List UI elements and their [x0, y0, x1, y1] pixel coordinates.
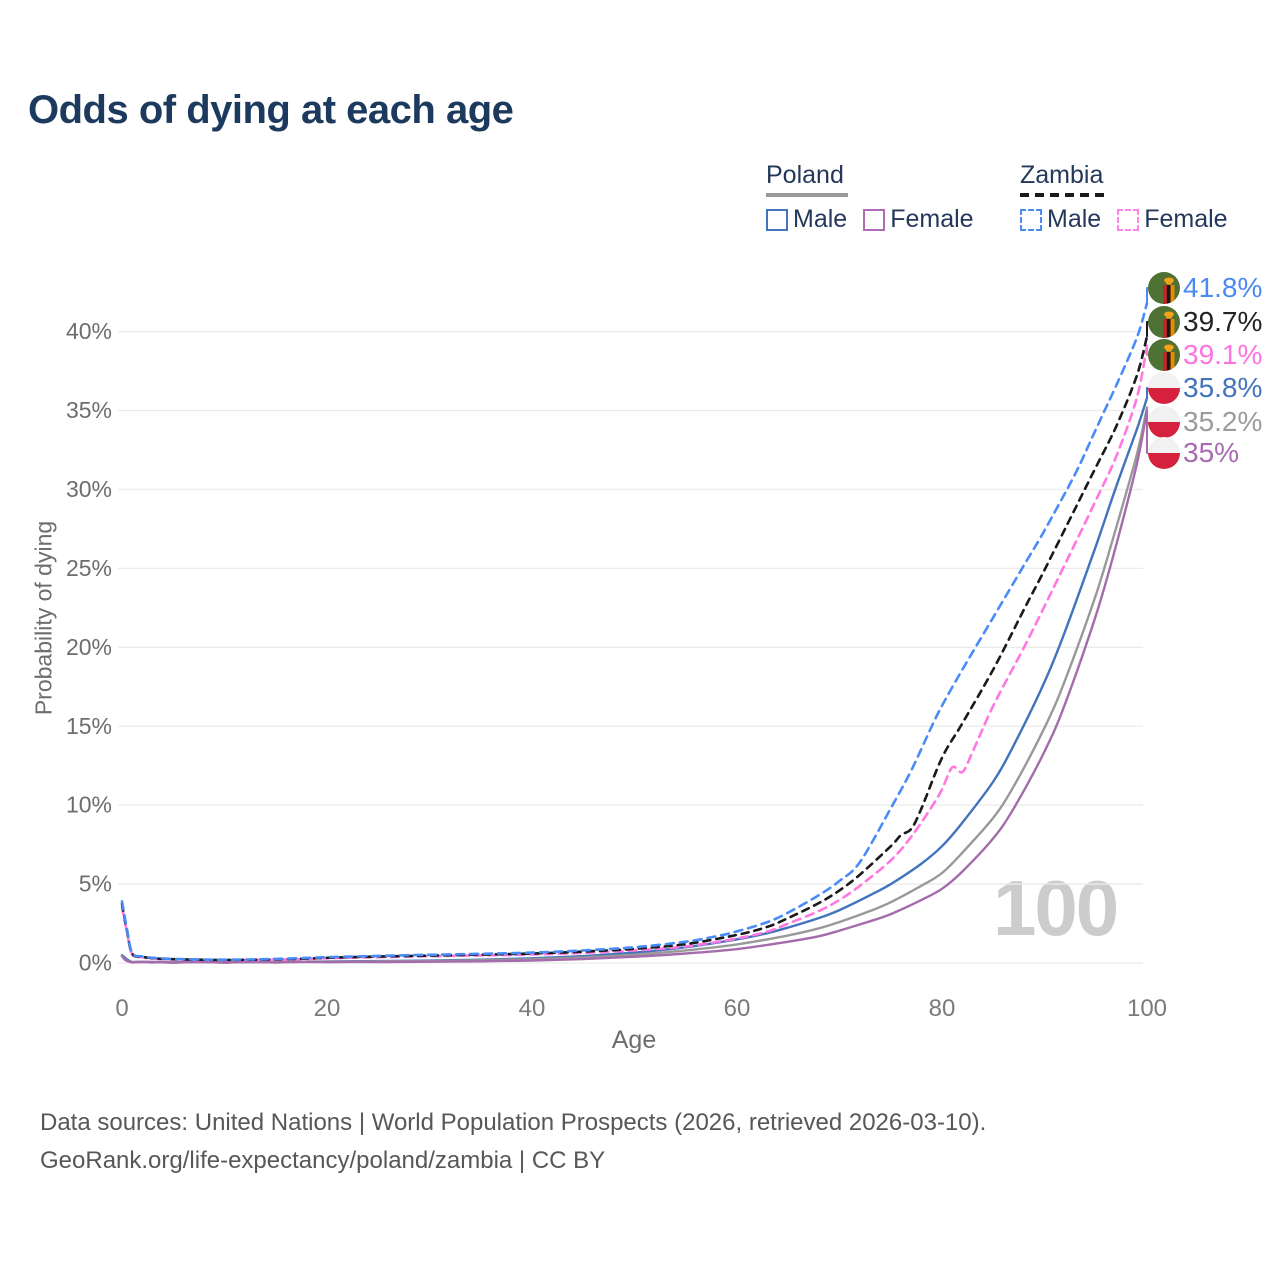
zambia-flag-icon — [1148, 272, 1180, 304]
series-line-poland-male — [120, 396, 1149, 964]
legend-group-poland: Poland Male Female — [766, 161, 974, 234]
y-tick-0%: 0% — [79, 950, 112, 976]
series-line-poland-female — [120, 409, 1149, 964]
end-label-poland-male: 35.8% — [1148, 371, 1262, 405]
zambia-flag-icon — [1148, 339, 1180, 371]
footer: Data sources: United Nations | World Pop… — [40, 1104, 986, 1180]
y-tick-5%: 5% — [79, 871, 112, 897]
legend-group-zambia: Zambia Male Female — [1020, 161, 1228, 234]
end-label-value-zambia-female: 39.1% — [1183, 339, 1263, 370]
zambia-female-swatch-icon — [1117, 208, 1140, 231]
legend-poland-male-label: Male — [793, 205, 848, 233]
y-tick-35%: 35% — [66, 397, 112, 423]
legend-zambia-male[interactable]: Male — [1020, 205, 1101, 234]
end-label-zambia-female: 39.1% — [1148, 338, 1262, 372]
age-watermark: 100 — [993, 864, 1119, 952]
zambia-male-swatch-icon — [1020, 208, 1042, 231]
x-tick-20: 20 — [314, 995, 341, 1022]
end-label-value-poland-female: 35% — [1183, 437, 1240, 468]
series-line-zambia-both — [120, 335, 1149, 962]
end-label-value-poland-male: 35.8% — [1183, 372, 1263, 403]
legend-zambia-label: Zambia — [1020, 161, 1104, 189]
zambia-flag-icon — [1148, 306, 1180, 338]
x-tick-80: 80 — [929, 995, 956, 1022]
x-tick-60: 60 — [724, 995, 751, 1022]
y-tick-10%: 10% — [66, 792, 112, 818]
x-tick-40: 40 — [519, 995, 546, 1022]
series-line-poland-both — [120, 406, 1149, 964]
legend-zambia-female[interactable]: Female — [1117, 205, 1228, 234]
legend-poland-label: Poland — [766, 161, 844, 189]
end-label-zambia-male: 41.8% — [1148, 271, 1262, 305]
series-line-zambia-male — [120, 301, 1149, 961]
y-tick-30%: 30% — [66, 476, 112, 502]
x-tick-100: 100 — [1127, 995, 1167, 1022]
end-label-zambia-both: 39.7% — [1148, 305, 1262, 339]
end-label-poland-both: 35.2% — [1148, 405, 1262, 439]
legend-poland-male[interactable]: Male — [766, 205, 847, 234]
poland-female-swatch-icon — [863, 208, 886, 231]
legend-poland-items: Male Female — [766, 205, 974, 234]
legend-zambia-header: Zambia — [1020, 161, 1228, 197]
series-line-zambia-female — [120, 344, 1149, 962]
zambia-line-style-sample — [1020, 193, 1108, 197]
poland-male-swatch-icon — [766, 208, 788, 231]
poland-flag-icon — [1148, 406, 1180, 438]
poland-line-style-sample — [766, 193, 848, 197]
end-label-value-zambia-male: 41.8% — [1183, 272, 1263, 303]
y-tick-25%: 25% — [66, 555, 112, 581]
page-title: Odds of dying at each age — [28, 88, 514, 132]
y-tick-15%: 15% — [66, 713, 112, 739]
legend-poland-header: Poland — [766, 161, 974, 197]
legend-poland-female[interactable]: Female — [863, 205, 974, 234]
legend-zambia-items: Male Female — [1020, 205, 1228, 234]
poland-flag-icon — [1148, 437, 1180, 469]
x-axis-title: Age — [611, 1026, 657, 1054]
poland-flag-icon — [1148, 372, 1180, 404]
end-label-value-poland-both: 35.2% — [1183, 406, 1263, 437]
footer-source-line: Data sources: United Nations | World Pop… — [40, 1109, 987, 1136]
y-tick-20%: 20% — [66, 634, 112, 660]
legend-zambia-female-label: Female — [1144, 205, 1228, 233]
legend-poland-female-label: Female — [890, 205, 974, 233]
end-label-value-zambia-both: 39.7% — [1183, 306, 1263, 337]
x-tick-0: 0 — [115, 995, 128, 1022]
end-label-poland-female: 35% — [1148, 436, 1239, 470]
y-tick-40%: 40% — [66, 318, 112, 344]
legend-zambia-male-label: Male — [1047, 205, 1102, 233]
footer-attribution-line: GeoRank.org/life-expectancy/poland/zambi… — [40, 1147, 606, 1174]
